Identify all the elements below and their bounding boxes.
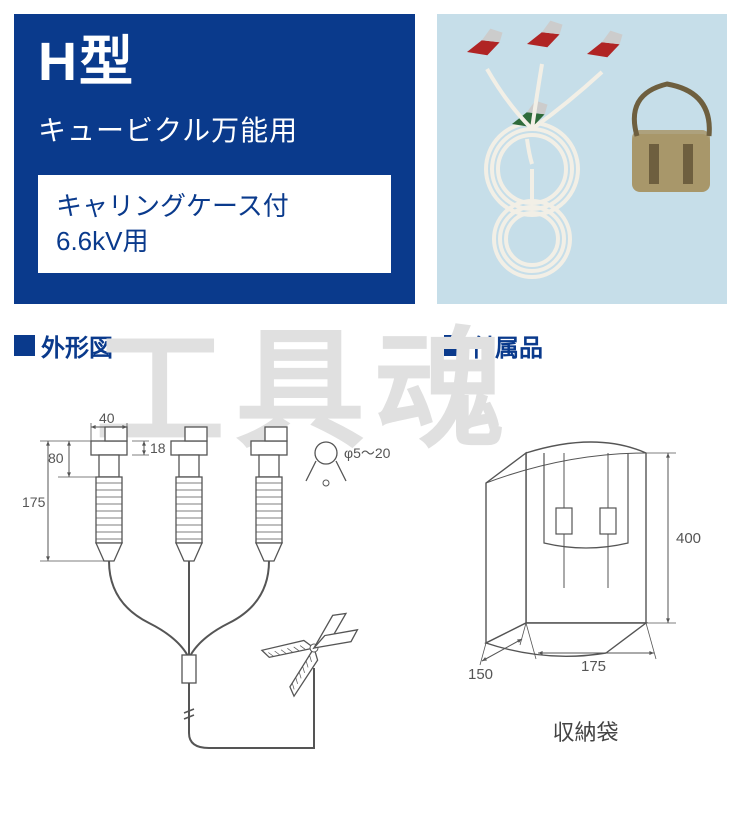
svg-text:φ5～20: φ5～20 (344, 445, 391, 461)
product-photo (437, 14, 727, 304)
model-name: H型 (38, 34, 391, 91)
svg-text:18: 18 (150, 440, 166, 456)
title-block: H型 キュービクル万能用 キャリングケース付 6.6kV用 (14, 14, 415, 304)
svg-text:40: 40 (99, 413, 115, 426)
square-bullet-icon (14, 335, 35, 356)
accessory-diagram: 400 150 175 収納袋 (444, 413, 727, 788)
svg-text:175: 175 (581, 658, 606, 675)
svg-text:400: 400 (676, 530, 701, 547)
square-bullet-icon (444, 335, 465, 356)
accessory-label-text: 付属品 (471, 328, 543, 363)
svg-text:80: 80 (48, 450, 64, 466)
model-usage: キュービクル万能用 (38, 109, 391, 149)
outline-label-text: 外形図 (41, 328, 113, 363)
inset-line1: キャリングケース付 (56, 189, 373, 224)
section-accessory-label: 付属品 (444, 328, 727, 363)
svg-text:175: 175 (22, 494, 46, 510)
bag-caption: 収納袋 (552, 715, 618, 747)
outline-diagram: φ5～20 40 18 80 175 (14, 413, 444, 788)
section-outline-label: 外形図 (14, 328, 444, 363)
title-inset: キャリングケース付 6.6kV用 (38, 175, 391, 273)
inset-line2: 6.6kV用 (56, 224, 373, 259)
svg-text:150: 150 (468, 666, 493, 683)
